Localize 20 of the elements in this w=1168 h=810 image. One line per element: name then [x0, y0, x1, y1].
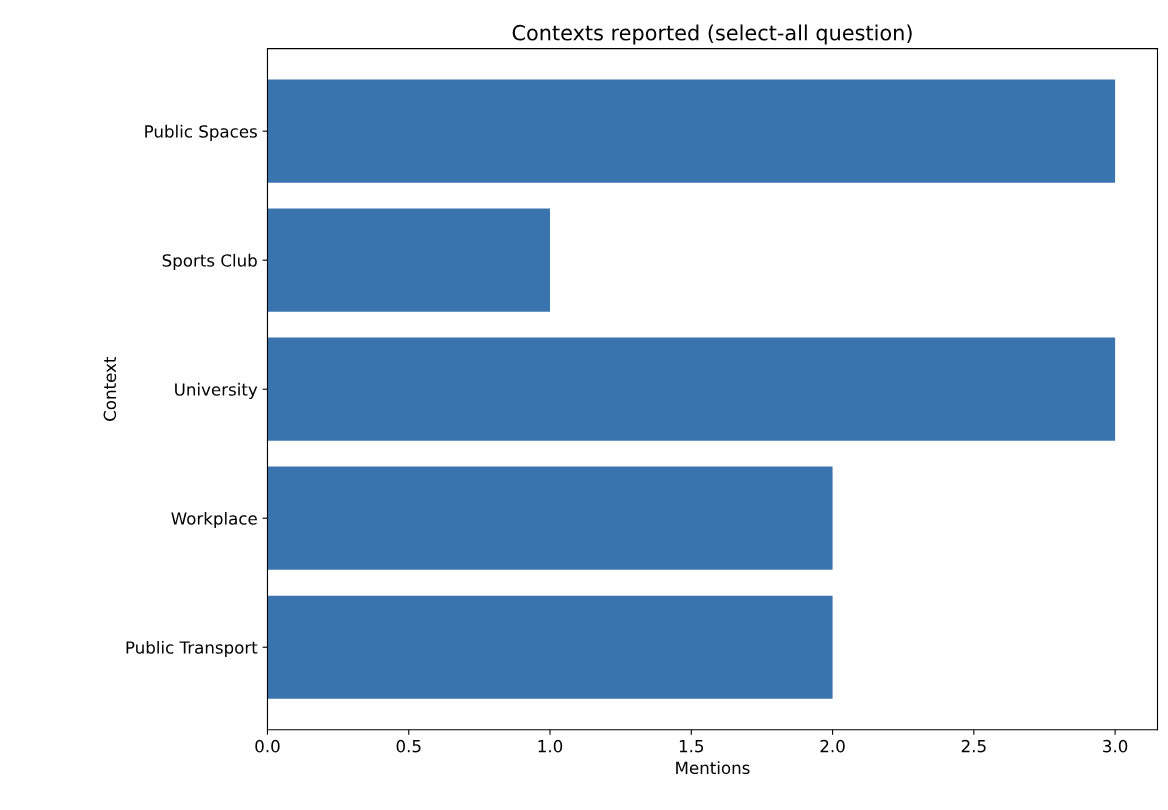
- x-tick-label: 3.0: [1103, 739, 1128, 753]
- chart-title: Contexts reported (select-all question): [512, 24, 912, 45]
- y-tick-label: Public Spaces: [145, 124, 257, 141]
- y-axis-title: Context: [103, 356, 117, 421]
- x-tick-label: 1.5: [679, 740, 704, 753]
- x-tick-label: 1.0: [538, 739, 563, 753]
- x-tick-label: 0.0: [255, 739, 280, 753]
- y-tick-label: University: [175, 382, 258, 399]
- y-tick-label: Sports Club: [162, 253, 257, 270]
- bar: [267, 466, 833, 570]
- bar: [267, 79, 1116, 183]
- x-tick-label: 2.5: [961, 739, 986, 753]
- x-tick-label: 2.0: [820, 739, 845, 753]
- y-tick-label: Public Transport: [126, 640, 258, 658]
- bar: [267, 595, 833, 699]
- x-axis-title: Mentions: [676, 761, 750, 775]
- bar: [267, 337, 1116, 441]
- bar: [267, 208, 551, 312]
- x-tick-label: 0.5: [396, 739, 421, 753]
- y-tick-label: Workplace: [171, 511, 257, 529]
